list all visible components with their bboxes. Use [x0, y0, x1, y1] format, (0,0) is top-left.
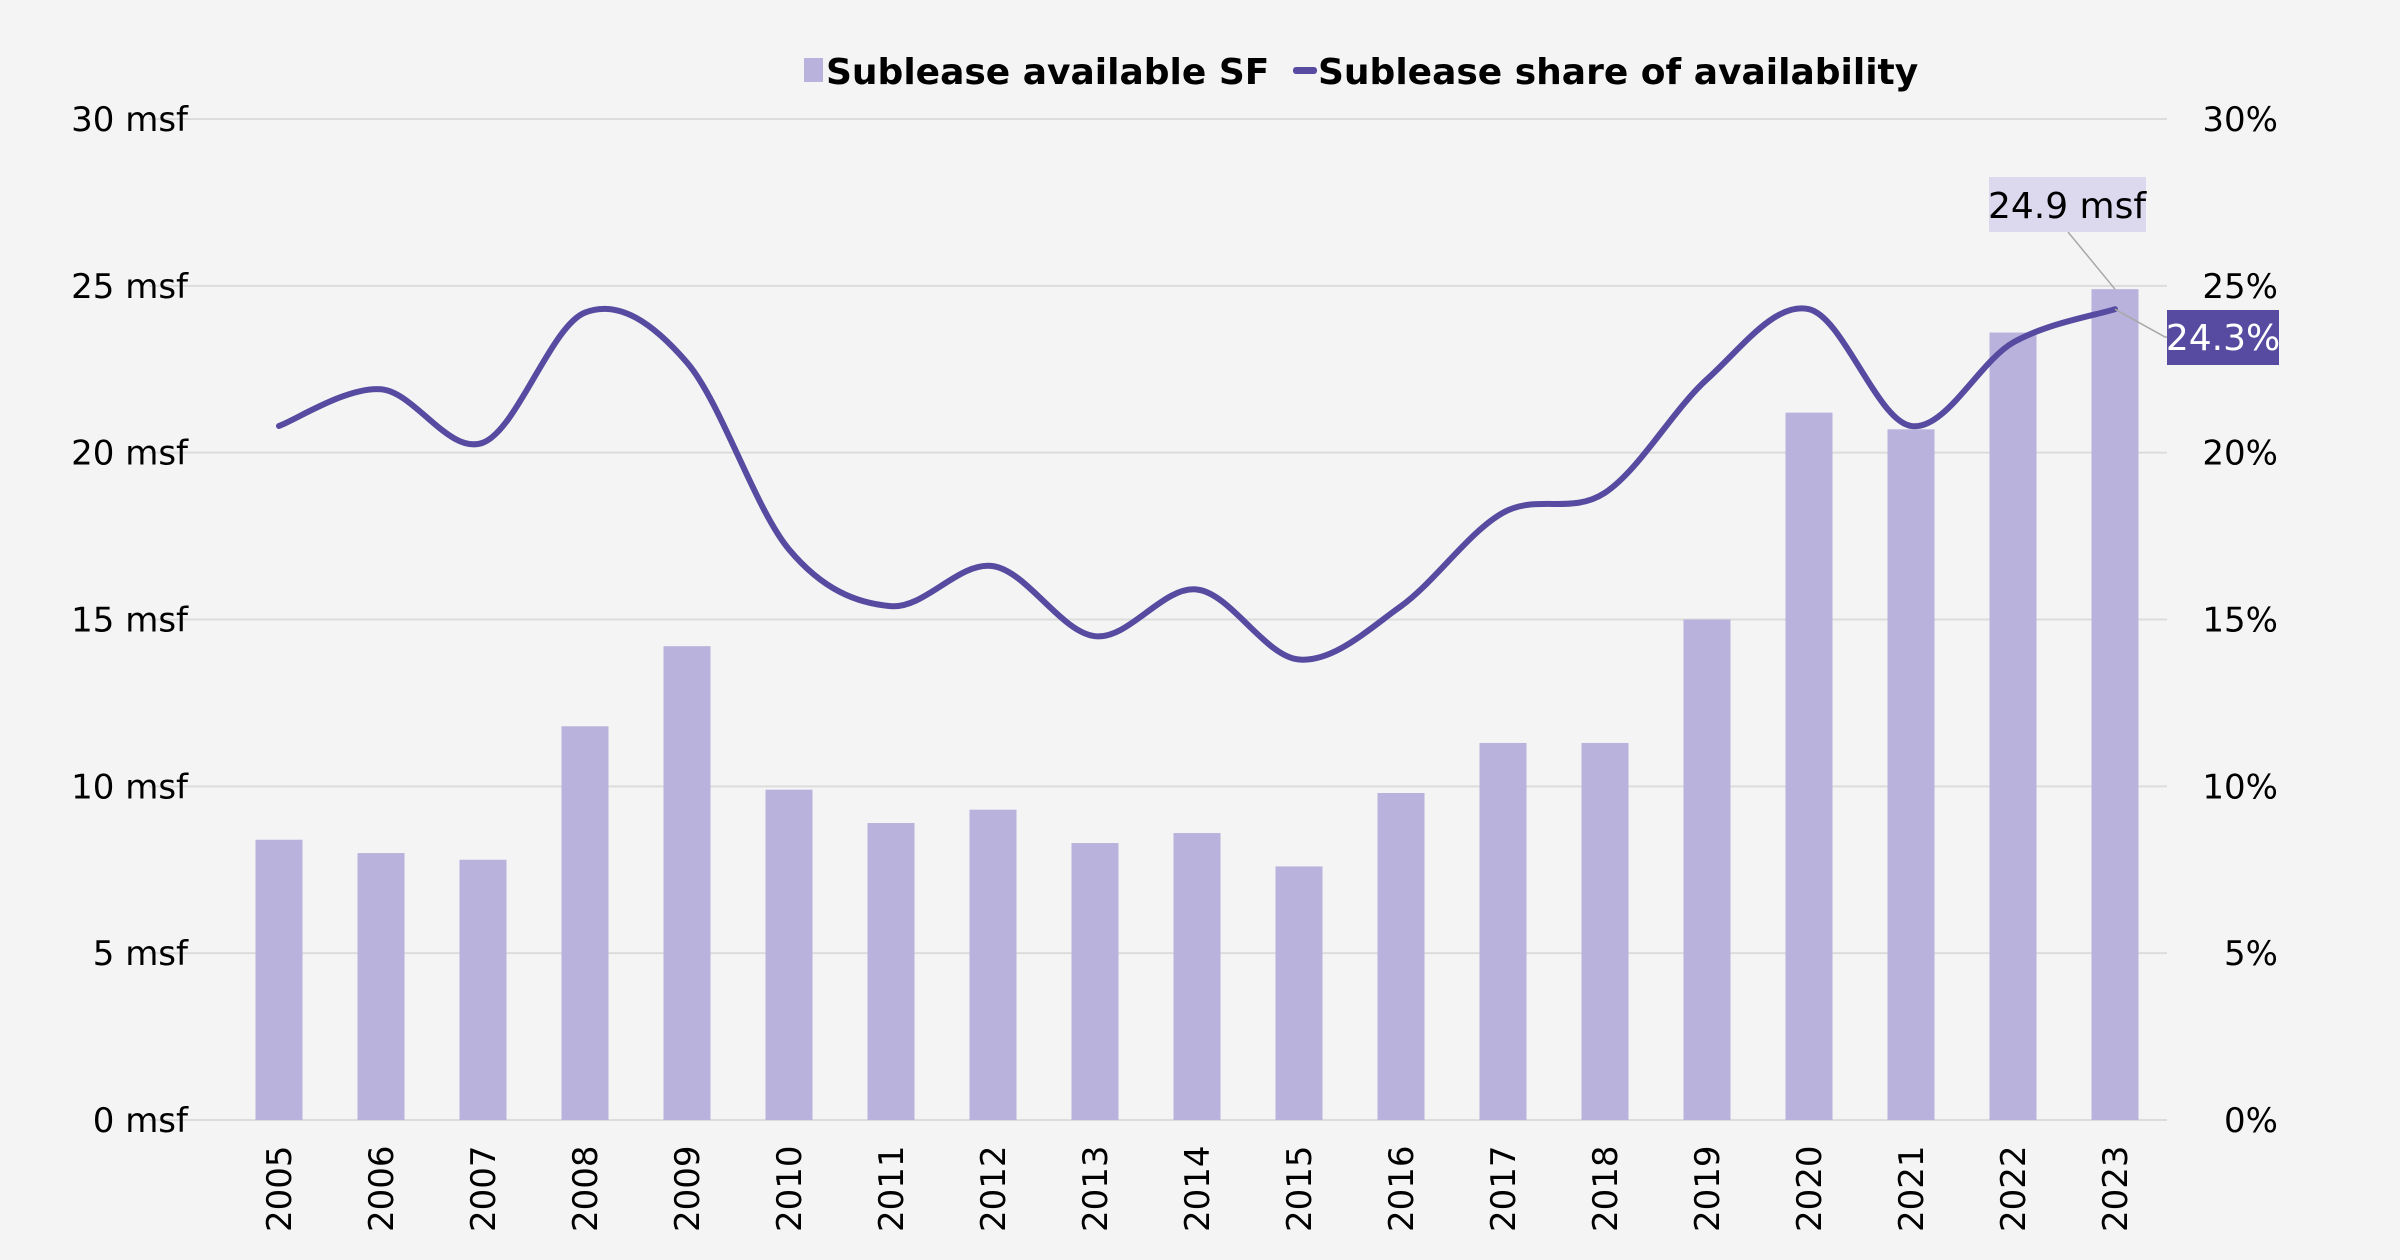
- bar-2009: [663, 646, 711, 1120]
- x-tick-label: 2014: [1178, 1145, 1218, 1232]
- bar-2007: [459, 859, 507, 1120]
- legend-label-line: Sublease share of availability: [1318, 52, 1918, 93]
- legend: Sublease available SF Sublease share of …: [804, 52, 1918, 93]
- bar-2013: [1071, 843, 1119, 1120]
- right-tick-label: 20%: [2202, 434, 2278, 474]
- x-tick-label: 2018: [1586, 1145, 1626, 1232]
- x-tick-label: 2016: [1382, 1145, 1422, 1232]
- right-axis-ticks: 0% 5% 10% 15% 20% 25% 30%: [2202, 100, 2278, 1141]
- bar-2006: [357, 853, 405, 1120]
- legend-swatch-bar: [804, 58, 823, 82]
- x-tick-label: 2010: [770, 1145, 810, 1232]
- bar-2008: [561, 726, 609, 1120]
- x-tick-label: 2007: [464, 1145, 504, 1232]
- bar-annotation-label: 24.9 msf: [1988, 186, 2147, 227]
- bar-2023: [2091, 289, 2139, 1120]
- x-tick-label: 2011: [872, 1145, 912, 1232]
- line-annotation-box: [2167, 310, 2279, 365]
- x-tick-label: 2023: [2096, 1145, 2136, 1232]
- bar-2018: [1581, 742, 1629, 1120]
- x-axis-ticks: 2005 2006 2007 2008 2009 2010 2011 2012 2013 2014…: [260, 1145, 2136, 1232]
- left-tick-label: 30 msf: [71, 100, 189, 140]
- bars: [255, 289, 2139, 1121]
- bar-2019: [1683, 619, 1731, 1120]
- bar-2015: [1275, 866, 1323, 1120]
- left-tick-label: 25 msf: [71, 267, 189, 307]
- left-tick-label: 15 msf: [71, 601, 189, 641]
- share-line: [276, 305, 2118, 663]
- bar-annotation-leader: [2067, 231, 2116, 290]
- right-tick-label: 5%: [2224, 934, 2278, 974]
- legend-swatch-line: [1293, 67, 1317, 74]
- gridlines: [149, 118, 2167, 1121]
- bar-2016: [1377, 793, 1425, 1120]
- x-tick-label: 2021: [1892, 1145, 1932, 1232]
- left-tick-label: 20 msf: [71, 434, 189, 474]
- x-tick-label: 2006: [362, 1145, 402, 1232]
- bar-2022: [1989, 332, 2037, 1121]
- right-tick-label: 25%: [2202, 267, 2278, 307]
- legend-label-bar: Sublease available SF: [826, 52, 1269, 93]
- bar-2012: [969, 809, 1017, 1120]
- x-tick-label: 2022: [1994, 1145, 2034, 1232]
- annotations: 24.9 msf 24.3%: [1988, 177, 2280, 365]
- left-tick-label: 5 msf: [93, 934, 189, 974]
- line-annotation-label: 24.3%: [2166, 318, 2280, 359]
- bar-2021: [1887, 429, 1935, 1120]
- x-tick-label: 2020: [1790, 1145, 1830, 1232]
- right-tick-label: 10%: [2202, 767, 2278, 807]
- x-tick-label: 2009: [668, 1145, 708, 1232]
- share-line-path: [276, 305, 2118, 663]
- bar-2011: [867, 823, 915, 1120]
- bar-2017: [1479, 742, 1527, 1120]
- right-tick-label: 30%: [2202, 100, 2278, 140]
- bar-2014: [1173, 833, 1221, 1120]
- bar-annotation-box: [1989, 177, 2146, 232]
- x-tick-label: 2005: [260, 1145, 300, 1232]
- x-tick-label: 2019: [1688, 1145, 1728, 1232]
- bar-2020: [1785, 412, 1833, 1120]
- x-tick-label: 2012: [974, 1145, 1014, 1232]
- x-tick-label: 2015: [1280, 1145, 1320, 1232]
- left-axis-ticks: 0 msf 5 msf 10 msf 15 msf 20 msf 25 msf 30 msf: [71, 100, 189, 1141]
- left-tick-label: 0 msf: [93, 1101, 189, 1141]
- bar-2010: [765, 789, 813, 1120]
- x-tick-label: 2017: [1484, 1145, 1524, 1232]
- bar-2005: [255, 839, 303, 1120]
- left-tick-label: 10 msf: [71, 767, 189, 807]
- right-tick-label: 0%: [2224, 1101, 2278, 1141]
- right-tick-label: 15%: [2202, 601, 2278, 641]
- x-tick-label: 2013: [1076, 1145, 1116, 1232]
- x-tick-label: 2008: [566, 1145, 606, 1232]
